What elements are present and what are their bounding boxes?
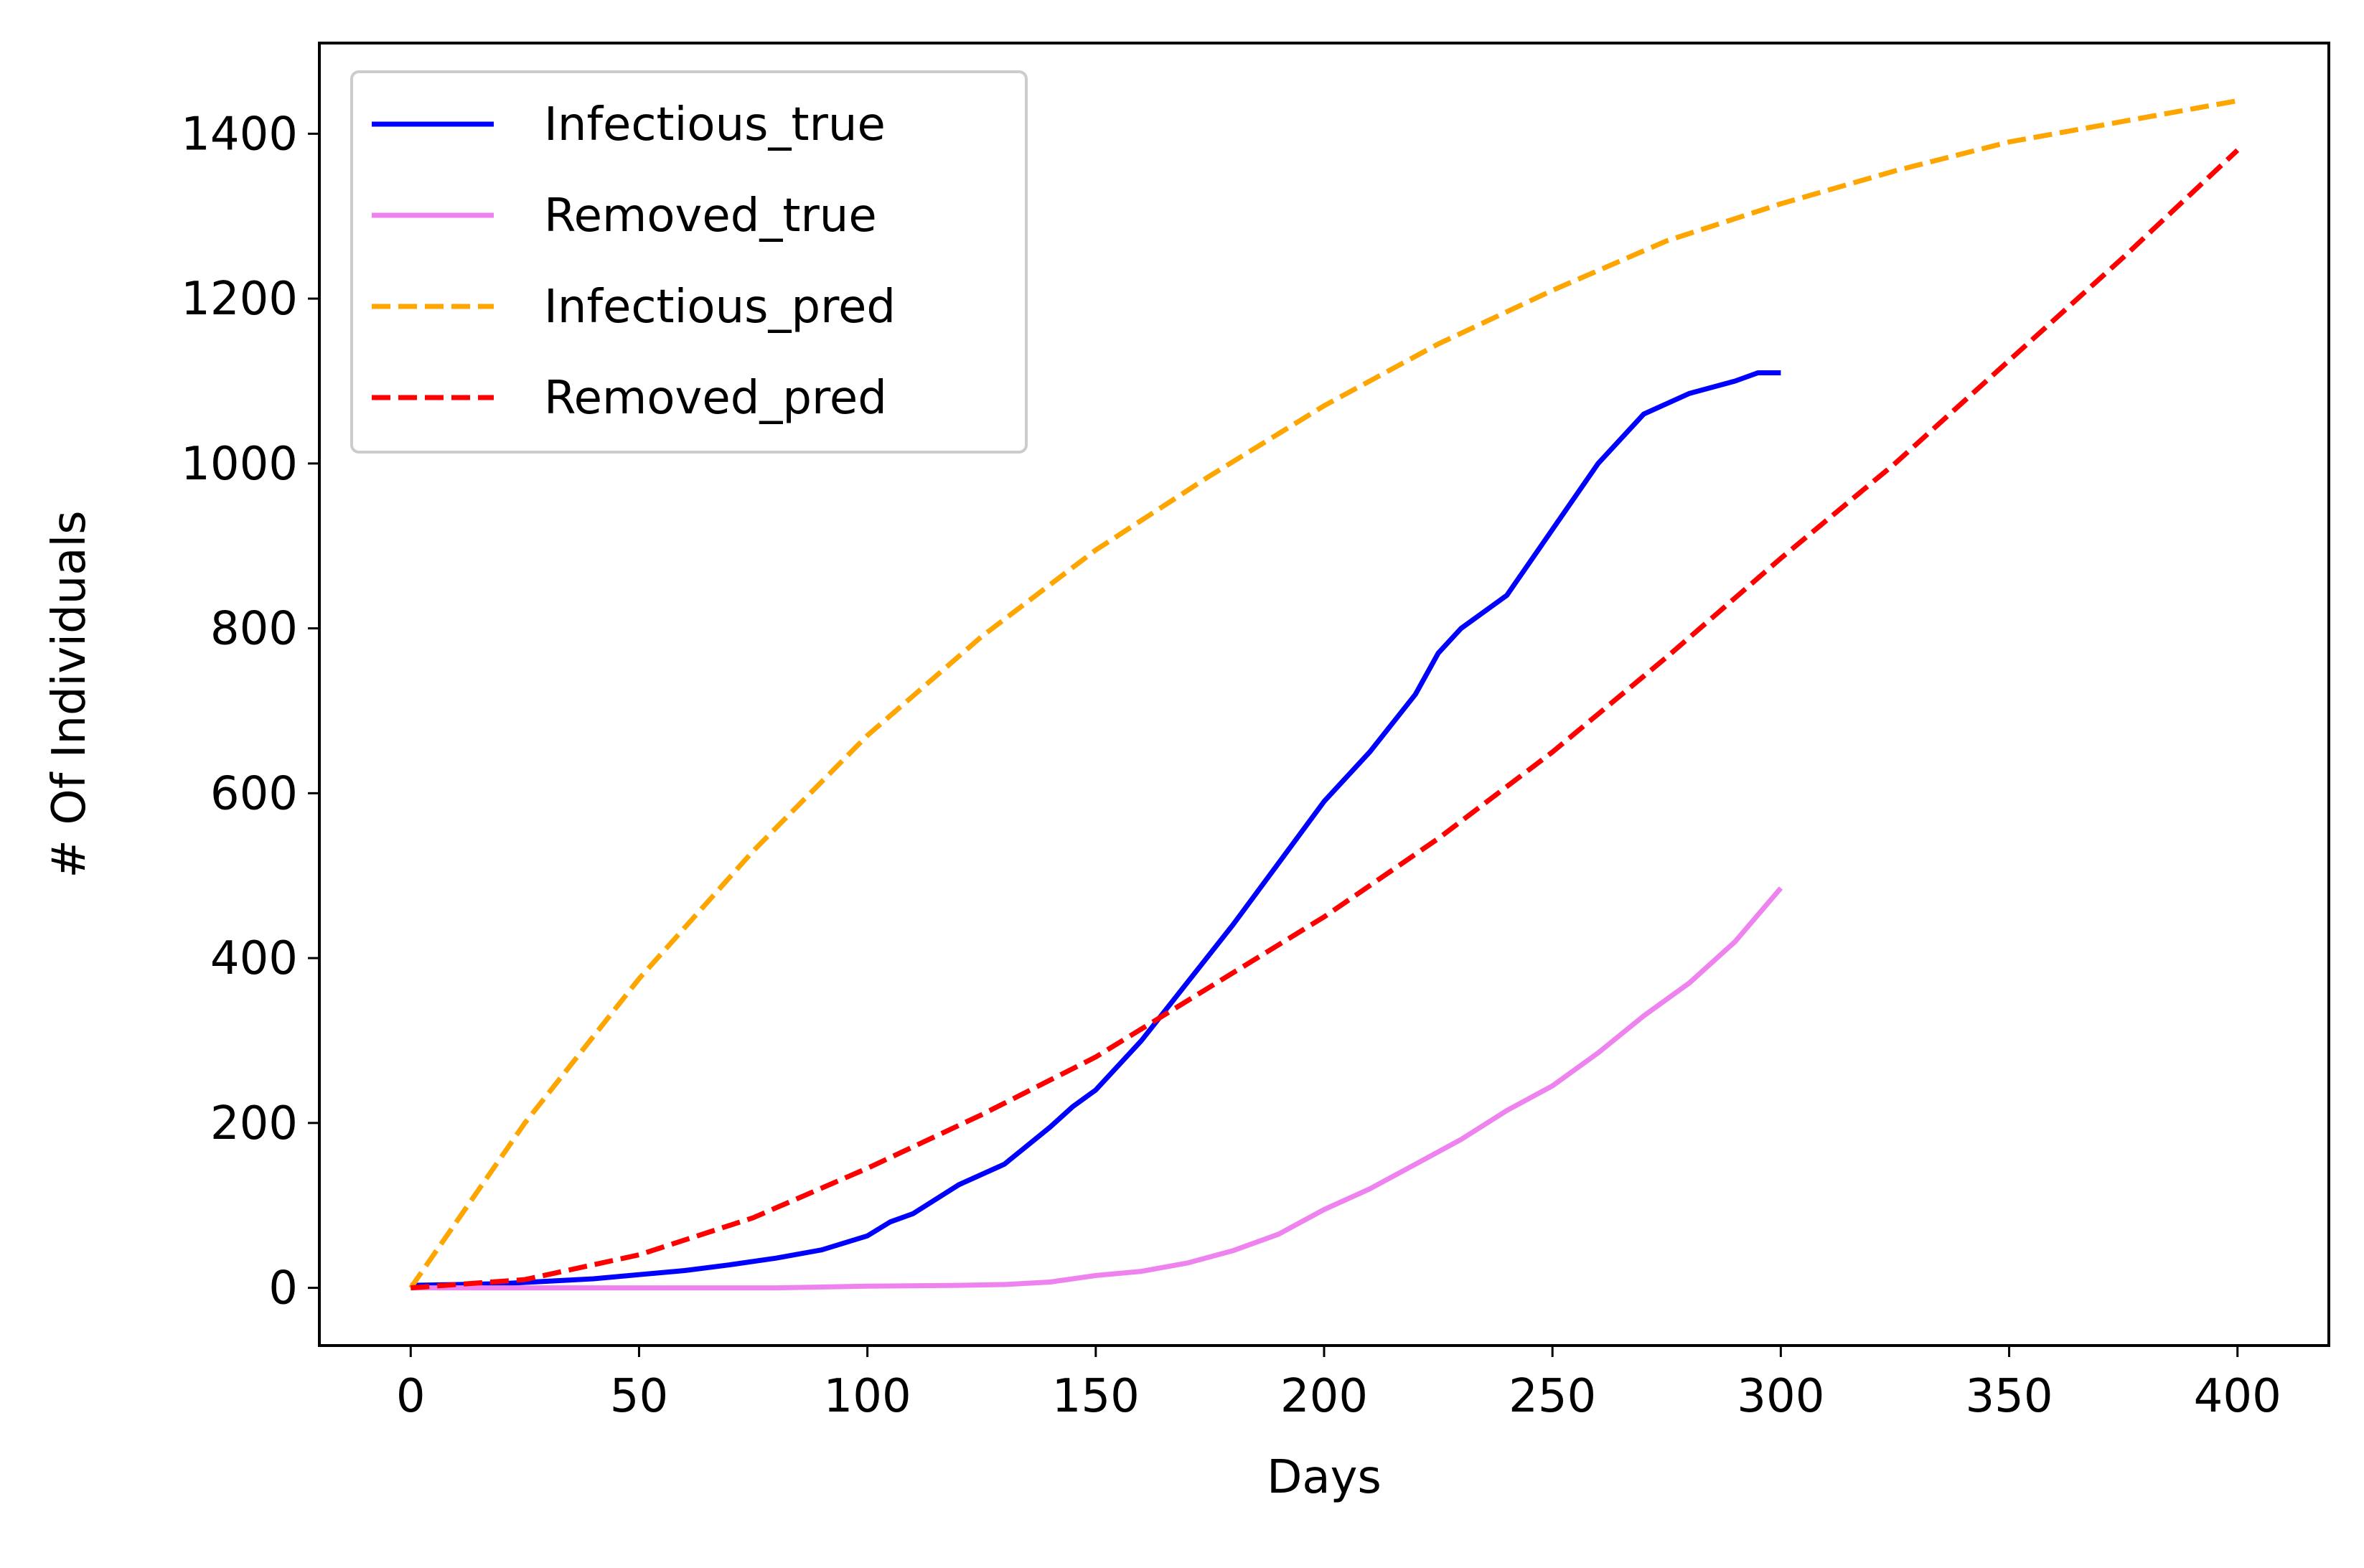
- legend-label: Removed_pred: [544, 372, 887, 425]
- y-tick-label: 200: [210, 1097, 298, 1150]
- x-axis: 0 50 100 150 200 250 300 350 400: [396, 1346, 2281, 1423]
- y-tick-label: 0: [268, 1262, 298, 1315]
- legend-label: Removed_true: [544, 189, 877, 243]
- y-tick-label: 1000: [181, 438, 298, 491]
- y-tick-label: 600: [210, 767, 298, 820]
- legend-label: Infectious_true: [544, 98, 886, 151]
- series-group: [408, 98, 2240, 1291]
- series-line-removed-true: [411, 886, 1783, 1291]
- legend-label: Infectious_pred: [544, 281, 896, 334]
- x-tick-label: 150: [1052, 1370, 1140, 1423]
- y-tick-label: 1400: [181, 108, 298, 161]
- legend: Infectious_true Removed_true Infectious_pr…: [350, 70, 1028, 454]
- x-tick-label: 400: [2194, 1370, 2281, 1423]
- x-tick-label: 100: [824, 1370, 911, 1423]
- x-tick-label: 50: [610, 1370, 668, 1423]
- legend-frame: [350, 70, 1028, 454]
- x-tick-label: 200: [1280, 1370, 1368, 1423]
- y-tick-label: 400: [210, 932, 298, 985]
- x-tick-label: 0: [396, 1370, 426, 1423]
- x-tick-label: 250: [1509, 1370, 1596, 1423]
- x-axis-title: Days: [1267, 1451, 1382, 1504]
- y-tick-label: 1200: [181, 273, 298, 326]
- series-line-infectious-pred: [408, 98, 2238, 1290]
- y-tick-label: 800: [210, 603, 298, 656]
- y-axis: 0 200 400 600 800 1000 1200 1400: [181, 108, 319, 1315]
- y-axis-title: # Of Individuals: [43, 510, 96, 878]
- x-tick-label: 300: [1737, 1370, 1824, 1423]
- series-line-removed-pred: [411, 148, 2240, 1291]
- series-line-infectious-true: [411, 370, 1781, 1288]
- x-tick-label: 350: [1965, 1370, 2053, 1423]
